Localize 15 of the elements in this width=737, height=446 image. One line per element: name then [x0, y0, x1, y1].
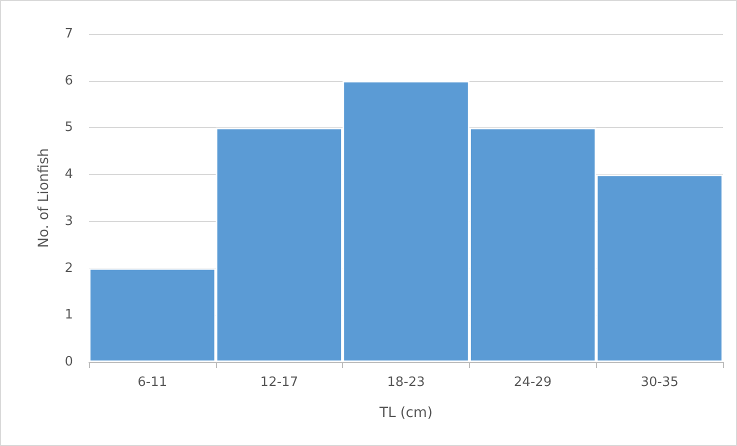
y-tick-label: 0: [64, 354, 73, 370]
x-tick-label: 6-11: [138, 375, 168, 390]
y-tick-label: 7: [64, 26, 73, 42]
y-tick-label: 3: [64, 214, 73, 229]
x-tick-label: 12-17: [260, 375, 298, 390]
y-tick-label: 4: [64, 167, 73, 182]
x-axis-title: TL (cm): [378, 405, 433, 421]
x-tick-label: 30-35: [640, 375, 678, 390]
x-tick-label: 18-23: [387, 375, 425, 390]
y-axis-title: No. of Lionfish: [36, 148, 52, 248]
y-tick-label: 5: [64, 120, 73, 136]
y-tick-label: 2: [64, 260, 73, 276]
y-tick-label: 1: [64, 308, 73, 323]
y-tick-label: 6: [64, 73, 73, 88]
x-tick-label: 24-29: [514, 375, 552, 390]
